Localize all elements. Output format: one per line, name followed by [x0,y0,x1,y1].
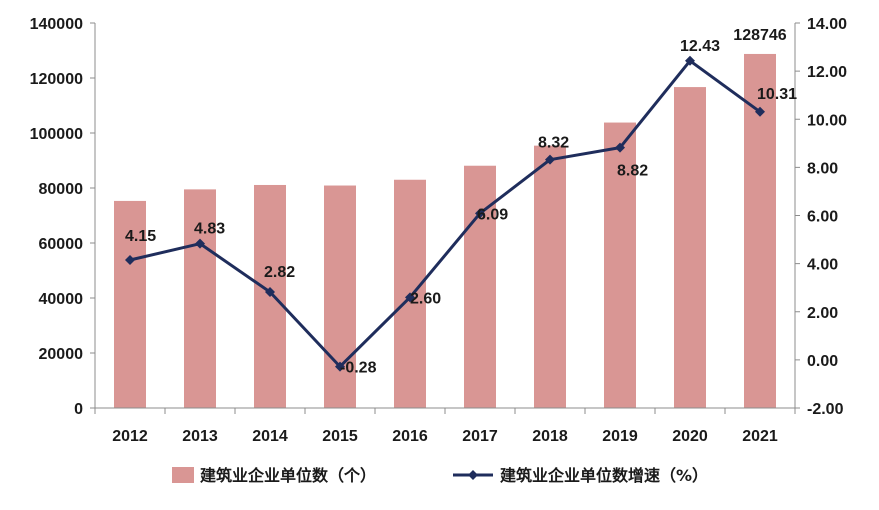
y-left-tick-label: 20000 [39,346,84,363]
growth-label-2020: 12.43 [680,38,720,55]
legend-swatch-bar [172,467,194,483]
x-tick-label-2017: 2017 [462,428,498,445]
y-right-tick-label: 10.00 [807,112,847,129]
bar-2018 [534,145,566,408]
growth-label-2012: 4.15 [125,228,156,245]
legend-label-line: 建筑业企业单位数增速（%） [500,466,708,485]
x-tick-label-2018: 2018 [532,428,568,445]
y-left-tick-label: 40000 [39,291,84,308]
growth-marker-2019 [615,142,625,153]
y-left-tick-label: 100000 [30,126,83,143]
growth-label-2016: 2.60 [410,290,441,307]
x-tick-label-2020: 2020 [672,428,708,445]
growth-label-2014: 2.82 [264,264,295,281]
x-tick-label-2015: 2015 [322,428,358,445]
x-tick-label-2014: 2014 [252,428,288,445]
growth-marker-2018 [545,154,555,165]
y-right-tick-label: -2.00 [807,401,844,418]
growth-label-2015: -0.28 [340,360,377,377]
y-left-tick-label: 60000 [39,236,84,253]
y-right-tick-label: 12.00 [807,64,847,81]
line-layer [125,55,765,372]
legend: 建筑业企业单位数（个） 建筑业企业单位数增速（%） [172,466,708,485]
growth-label-2018: 8.32 [538,135,569,152]
bar-2013 [184,189,216,408]
growth-marker-2015 [335,361,345,372]
y-right-tick-label: 0.00 [807,353,838,370]
growth-label-2021: 10.31 [757,86,797,103]
growth-marker-2012 [125,255,135,266]
y-right-tick-label: 14.00 [807,16,847,33]
growth-marker-2021 [755,106,765,117]
y-right-tick-label: 2.00 [807,305,838,322]
labels-layer: 4.15 4.83 2.82 -0.28 2.60 6.09 8.32 8.82 12.43 10… [125,27,797,377]
y-left-tick-label: 140000 [30,16,83,33]
legend-swatch-marker [468,470,478,480]
legend-label-bar: 建筑业企业单位数（个） [200,466,376,485]
x-tick-label-2021: 2021 [742,428,778,445]
x-tick-label-2019: 2019 [602,428,638,445]
bar-2012 [114,200,146,408]
growth-marker-2020 [685,55,695,66]
y-right-tick-label: 6.00 [807,209,838,226]
growth-line [129,59,761,369]
bar-label-2021: 128746 [733,27,786,44]
bar-2020 [674,87,706,408]
growth-marker-2014 [265,287,275,298]
growth-label-2019: 8.82 [617,163,648,180]
y-left-tick-label: 80000 [39,181,84,198]
axes-layer: 0 20000 40000 60000 80000 100000 120000 140000 -… [30,16,848,445]
growth-label-2013: 4.83 [194,221,225,238]
growth-label-2017: 6.09 [477,206,508,223]
y-right-tick-label: 4.00 [807,257,838,274]
y-left-tick-label: 120000 [30,71,83,88]
x-tick-label-2013: 2013 [182,428,218,445]
y-right-tick-label: 8.00 [807,160,838,177]
x-tick-label-2016: 2016 [392,428,428,445]
bar-2019 [604,122,636,409]
bar-2017 [464,165,496,408]
growth-marker-2016 [405,292,415,303]
y-left-tick-label: 0 [74,401,83,418]
x-tick-label-2012: 2012 [112,428,148,445]
growth-marker-2017 [475,208,485,219]
growth-marker-2013 [195,238,205,249]
